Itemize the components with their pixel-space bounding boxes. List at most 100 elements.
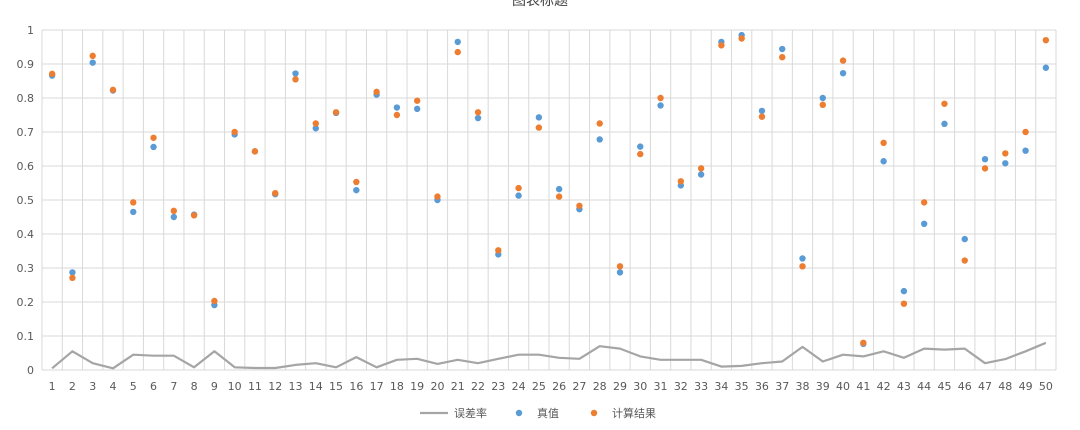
computed-result-point [170, 207, 178, 215]
error-rate-line [51, 341, 1047, 370]
true-value-point [555, 185, 563, 193]
y-tick-label: 0.1 [17, 330, 35, 343]
x-tick-label: 33 [694, 380, 708, 393]
x-tick-label: 25 [532, 380, 546, 393]
error-rate-line-layer [51, 341, 1047, 370]
computed-result-point [637, 150, 644, 158]
true-value-point [413, 105, 421, 113]
true-value-point [474, 114, 482, 122]
computed-result-point [576, 202, 583, 209]
x-tick-label: 21 [451, 380, 465, 393]
x-tick-label: 22 [471, 380, 485, 393]
x-tick-label: 45 [937, 380, 951, 393]
computed-result-point [616, 263, 624, 270]
true-value-point [1002, 160, 1009, 167]
computed-result-point [69, 274, 76, 282]
computed-result-point [312, 120, 319, 127]
true-value-point [657, 102, 664, 109]
x-tick-label: 35 [735, 380, 749, 393]
x-tick-label: 37 [775, 380, 789, 393]
x-tick-label: 31 [654, 380, 668, 393]
legend: 误差率 真值 计算结果 [420, 406, 656, 420]
computed-result-point [1042, 37, 1050, 44]
x-tick-label: 12 [268, 380, 282, 393]
y-tick-label: 0.7 [17, 126, 35, 139]
gridlines [41, 29, 1057, 371]
x-tick-label: 15 [329, 380, 343, 393]
computed-result-point [109, 86, 117, 94]
x-tick-label: 40 [836, 380, 850, 393]
x-tick-label: 50 [1039, 380, 1053, 393]
true-value-point [170, 213, 178, 221]
computed-result-point [738, 35, 745, 42]
x-tick-label: 41 [856, 380, 870, 393]
x-tick-label: 13 [289, 380, 303, 393]
x-tick-label: 43 [897, 380, 911, 393]
x-tick-label: 47 [978, 380, 992, 393]
computed-result-point [981, 165, 989, 172]
computed-result-point [89, 52, 96, 60]
y-tick-label: 0.9 [17, 58, 35, 71]
x-tick-label: 19 [410, 380, 424, 393]
scatter-points-layer [48, 31, 1050, 348]
true-value-point [920, 220, 928, 227]
true-value-point [292, 70, 299, 77]
x-tick-label: 11 [248, 380, 262, 393]
x-tick-label: 5 [130, 380, 137, 393]
x-tick-label: 1 [49, 380, 56, 393]
computed-result-point [677, 178, 685, 185]
true-value-point [150, 143, 157, 151]
computed-result-point [332, 109, 340, 116]
true-value-point [637, 143, 644, 150]
true-value-point [312, 125, 319, 132]
computed-result-point [819, 101, 826, 109]
true-value-point [535, 114, 543, 121]
true-value-point [819, 94, 826, 102]
true-value-point [961, 235, 968, 243]
x-tick-label: 16 [349, 380, 363, 393]
computed-result-point [495, 247, 502, 254]
x-tick-label: 44 [917, 380, 931, 393]
computed-result-point [150, 134, 157, 141]
x-tick-label: 14 [309, 380, 323, 393]
true-value-point [779, 45, 786, 53]
computed-result-point [860, 339, 867, 346]
computed-result-point [434, 193, 441, 200]
y-tick-label: 0 [27, 364, 34, 377]
computed-result-point [474, 109, 482, 116]
true-value-point [69, 269, 76, 276]
computed-result-point [251, 148, 259, 155]
x-tick-label: 18 [390, 380, 404, 393]
x-tick-label: 8 [191, 380, 198, 393]
x-tick-label: 3 [89, 380, 96, 393]
x-tick-label: 26 [552, 380, 566, 393]
x-tick-label: 2 [69, 380, 76, 393]
x-tick-label: 48 [998, 380, 1012, 393]
computed-result-point [779, 54, 786, 61]
x-tick-label: 34 [714, 380, 728, 393]
computed-result-point [799, 263, 806, 270]
x-tick-label: 9 [211, 380, 218, 393]
x-tick-label: 7 [170, 380, 177, 393]
y-tick-label: 0.8 [17, 92, 35, 105]
computed-result-point [839, 57, 847, 64]
legend-marker-swatch [590, 409, 598, 417]
computed-result-point [272, 190, 279, 197]
computed-result-point [231, 128, 238, 136]
true-value-point [353, 186, 360, 194]
computed-result-point [535, 124, 543, 131]
y-tick-label: 0.3 [17, 262, 35, 275]
computed-result-point [555, 193, 563, 200]
x-tick-label: 20 [430, 380, 444, 393]
computed-result-point [454, 48, 461, 56]
true-value-point [1042, 64, 1050, 71]
computed-result-point [211, 297, 218, 305]
x-tick-label: 42 [877, 380, 891, 393]
legend-label: 计算结果 [612, 406, 656, 420]
true-value-point [880, 158, 887, 165]
computed-result-point [657, 94, 664, 102]
computed-result-point [596, 120, 603, 127]
computed-result-point [900, 300, 908, 307]
true-value-point [1022, 147, 1029, 154]
